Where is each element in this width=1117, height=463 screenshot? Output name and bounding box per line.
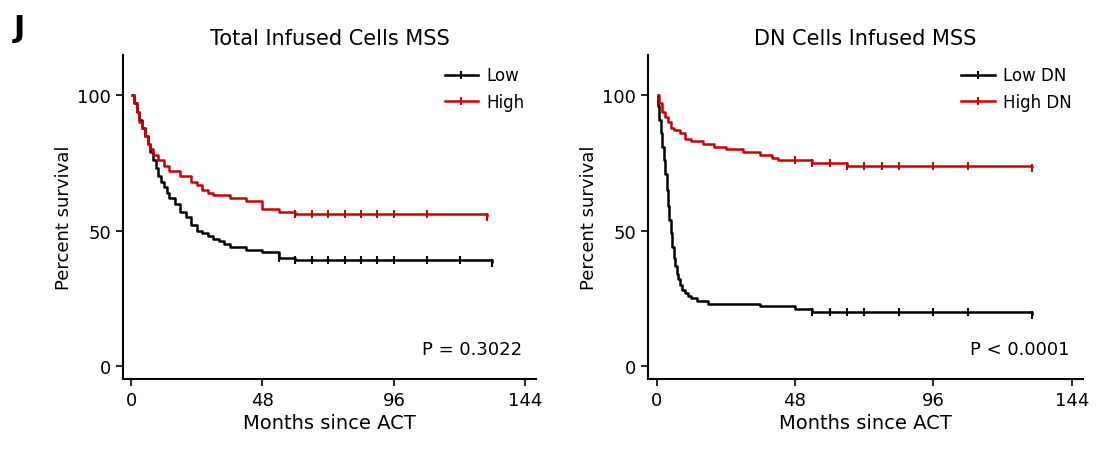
Y-axis label: Percent survival: Percent survival [580,145,598,290]
Title: DN Cells Infused MSS: DN Cells Infused MSS [754,29,977,49]
Text: P < 0.0001: P < 0.0001 [970,340,1069,358]
Text: J: J [13,14,25,43]
Title: Total Infused Cells MSS: Total Infused Cells MSS [210,29,449,49]
Text: P = 0.3022: P = 0.3022 [422,340,523,358]
Legend: Low, High: Low, High [438,61,532,118]
Y-axis label: Percent survival: Percent survival [55,145,73,290]
X-axis label: Months since ACT: Months since ACT [780,413,952,432]
X-axis label: Months since ACT: Months since ACT [244,413,416,432]
Legend: Low DN, High DN: Low DN, High DN [955,61,1079,118]
